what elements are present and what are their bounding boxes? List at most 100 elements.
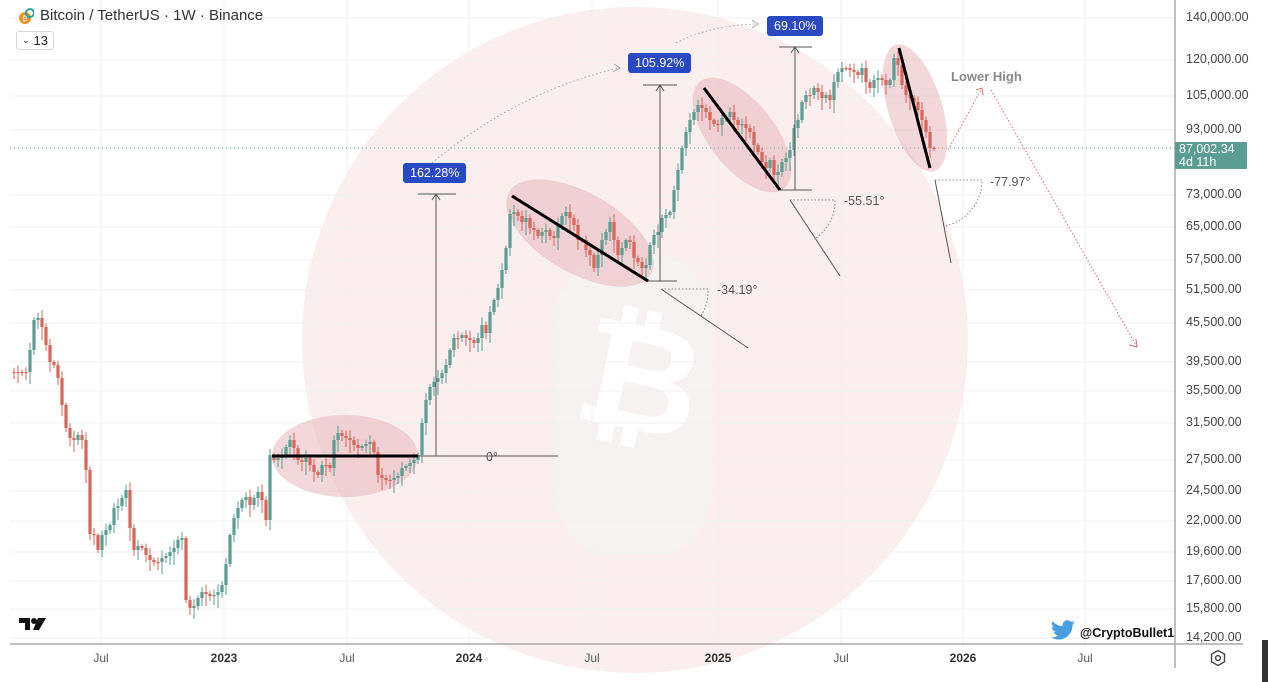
price-axis-label: 35,500.00	[1186, 383, 1242, 397]
candle-down	[264, 500, 268, 520]
candle-down	[72, 438, 76, 440]
trend-angle-label[interactable]: -77.97°	[990, 175, 1031, 189]
candle-down	[300, 460, 304, 462]
percent-change-label[interactable]: 162.28%	[403, 163, 467, 183]
candle-down	[64, 405, 68, 428]
connector-arrow	[675, 23, 759, 44]
candle-up	[404, 466, 408, 468]
candle-down	[316, 472, 320, 475]
time-axis-label: 2025	[704, 651, 732, 665]
time-axis-label: 2026	[949, 651, 977, 665]
candle-up	[320, 465, 324, 475]
candle-up	[196, 598, 200, 606]
candle-down	[204, 592, 208, 594]
candle-down	[576, 225, 580, 240]
candle-up	[32, 320, 36, 350]
candle-up	[28, 350, 32, 372]
candle-down	[308, 458, 312, 465]
angle-line	[789, 199, 841, 277]
candle-up	[136, 546, 140, 550]
time-axis-label: Jul	[833, 651, 849, 665]
arrow-head-icon	[612, 63, 621, 73]
candle-up	[364, 444, 368, 446]
indicators-toggle-button[interactable]: ⌄ 13	[16, 31, 55, 50]
candle-down	[12, 372, 16, 374]
candle-down	[52, 362, 56, 365]
candle-down	[88, 470, 92, 534]
price-axis-label: 51,500.00	[1186, 282, 1242, 296]
candle-up	[740, 124, 744, 126]
candle-up	[332, 440, 336, 468]
candle-up	[192, 606, 196, 608]
candle-up	[160, 558, 164, 562]
price-axis-label: 27,500.00	[1186, 452, 1242, 466]
candle-up	[336, 433, 340, 440]
candle-up	[228, 535, 232, 564]
percent-change-label[interactable]: 105.92%	[628, 53, 692, 73]
tradingview-logo[interactable]	[18, 616, 48, 637]
time-axis-label: 2024	[455, 651, 483, 665]
candle-down	[292, 440, 296, 448]
candle-up	[124, 490, 128, 498]
candle-down	[868, 82, 872, 88]
angle-arc	[790, 199, 836, 239]
candle-down	[616, 240, 620, 255]
candle-up	[216, 592, 220, 595]
credit-handle: @CryptoBullet1	[1080, 625, 1175, 640]
lower-high-label[interactable]: Lower High	[951, 69, 1022, 84]
candle-down	[712, 120, 716, 124]
candle-down	[916, 102, 920, 110]
candle-up	[600, 240, 604, 255]
candle-up	[524, 218, 528, 222]
candle-down	[808, 95, 812, 97]
candle-up	[836, 72, 840, 82]
candle-down	[752, 132, 756, 145]
candle-down	[748, 128, 752, 132]
price-axis-label: 105,000.00	[1186, 88, 1249, 102]
candle-down	[44, 327, 48, 345]
candle-up	[392, 478, 396, 480]
candle-up	[180, 538, 184, 540]
candle-down	[864, 68, 868, 82]
candle-down	[572, 218, 576, 225]
candle-down	[820, 92, 824, 98]
candle-up	[620, 248, 624, 255]
angle-line	[660, 288, 749, 349]
candle-down	[932, 148, 936, 150]
candle-up	[504, 248, 508, 270]
trend-angle-label[interactable]: -55.51°	[844, 194, 885, 208]
candle-down	[628, 240, 632, 242]
candle-up	[876, 78, 880, 80]
candle-up	[104, 530, 108, 535]
percent-change-label[interactable]: 69.10%	[767, 16, 824, 36]
candle-up	[624, 240, 628, 248]
candle-up	[556, 225, 560, 238]
price-axis-label: 39,500.00	[1186, 354, 1242, 368]
candle-down	[84, 440, 88, 470]
trend-angle-label[interactable]: -34.19°	[717, 283, 758, 297]
candle-up	[668, 212, 672, 215]
candle-down	[372, 442, 376, 452]
candle-down	[484, 325, 488, 333]
candle-down	[640, 262, 644, 268]
candle-down	[884, 80, 888, 85]
candle-up	[476, 338, 480, 343]
candle-down	[528, 218, 532, 228]
symbol-title[interactable]: Bitcoin / TetherUS · 1W · Binance	[40, 7, 264, 24]
candle-down	[896, 58, 900, 65]
chart-settings-button[interactable]	[1209, 649, 1227, 672]
candle-up	[796, 120, 800, 128]
candle-up	[360, 446, 364, 448]
candle-down	[92, 534, 96, 536]
candle-down	[20, 372, 24, 374]
price-axis-label: 14,200.00	[1186, 630, 1242, 644]
candle-up	[648, 245, 652, 265]
candle-up	[400, 468, 404, 476]
candle-up	[460, 335, 464, 338]
watermark-shape	[556, 255, 711, 555]
trend-angle-label[interactable]: 0°	[486, 450, 498, 464]
candle-down	[380, 475, 384, 478]
candle-down	[472, 340, 476, 343]
